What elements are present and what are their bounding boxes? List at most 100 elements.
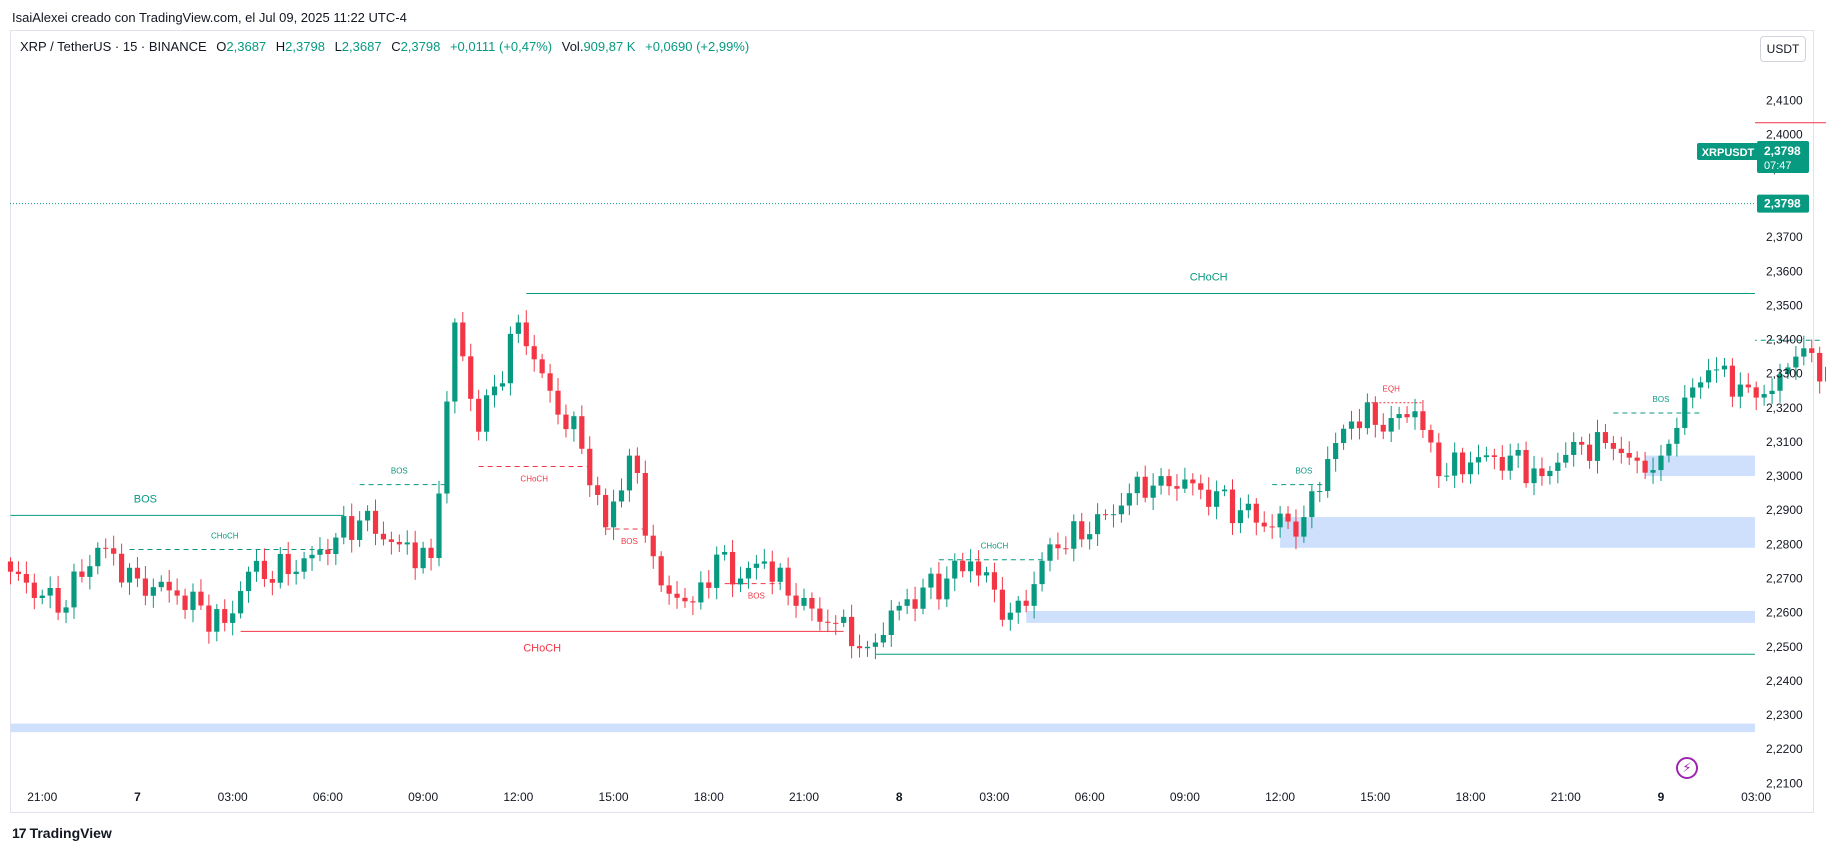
candle-body: [936, 573, 942, 600]
candle-body: [1721, 365, 1728, 370]
candle-body: [880, 635, 886, 643]
candle-body: [968, 561, 974, 572]
candle-body: [111, 548, 117, 554]
candle-body: [1602, 432, 1609, 444]
candle-body: [1698, 382, 1704, 388]
candle-body: [1586, 444, 1593, 461]
candle-body: [31, 582, 37, 598]
price-tick-label: 2,2200: [1766, 742, 1803, 756]
candle-body: [1023, 600, 1029, 606]
structure-label: CHoCH: [981, 542, 1009, 551]
volume-value: 909,87 K: [583, 39, 636, 54]
candle-body: [1507, 455, 1513, 471]
candle-body: [23, 574, 29, 583]
lightning-icon[interactable]: ⚡: [1676, 757, 1698, 779]
symbol-name[interactable]: XRP / TetherUS · 15 · BINANCE: [20, 39, 207, 54]
structure-label: BOS: [1295, 467, 1312, 476]
price-tick-label: 2,3000: [1766, 469, 1803, 483]
candle-body: [650, 535, 656, 557]
structure-label: CHoCH: [523, 642, 561, 654]
candle-body: [491, 386, 498, 396]
candle-body: [1420, 411, 1426, 430]
candle-body: [1626, 453, 1632, 458]
candle-body: [603, 494, 609, 528]
candle-body: [364, 510, 371, 521]
candle-body: [1666, 443, 1672, 456]
candle-body: [539, 359, 545, 374]
time-tick-label: 18:00: [1456, 790, 1486, 804]
candle-body: [1793, 356, 1799, 368]
candle-body: [1229, 489, 1236, 524]
candle-body: [166, 581, 172, 591]
currency-button[interactable]: USDT: [1760, 36, 1806, 62]
candle-body: [642, 473, 648, 536]
candle-body: [134, 567, 141, 579]
candle-body: [333, 537, 339, 555]
candle-body: [666, 585, 672, 594]
candle-body: [801, 597, 807, 606]
structure-label: BOS: [134, 493, 157, 505]
open-label: O: [216, 39, 227, 54]
candle-body: [626, 455, 633, 491]
candle-body: [150, 587, 156, 596]
time-tick-label: 21:00: [1551, 790, 1581, 804]
candle-body: [1745, 384, 1751, 388]
price-tag-countdown: 07:47: [1764, 160, 1792, 172]
candle-body: [753, 563, 759, 568]
candle-body: [523, 322, 529, 347]
candle-body: [1777, 374, 1783, 391]
candle-body: [460, 322, 466, 357]
candle-body: [777, 567, 783, 582]
price-tick-label: 2,3700: [1766, 230, 1803, 244]
candle-body: [1079, 521, 1085, 540]
demand-zone: [1280, 517, 1755, 548]
candle-body: [285, 553, 291, 575]
candle-body: [1301, 517, 1307, 537]
price-tag-value: 2,3798: [1764, 144, 1801, 158]
candle-body: [960, 560, 966, 572]
candle-body: [944, 578, 950, 600]
structure-label: BOS: [391, 467, 408, 476]
candle-body: [1674, 427, 1680, 444]
candle-body: [1333, 443, 1339, 460]
time-tick-label: 06:00: [1075, 790, 1105, 804]
time-tick-label: 21:00: [27, 790, 57, 804]
candle-body: [349, 516, 355, 540]
candle-body: [1809, 348, 1815, 353]
candle-body: [595, 485, 601, 495]
candle-body: [1499, 456, 1505, 471]
candle-body: [238, 591, 244, 614]
candle-body: [1174, 486, 1180, 489]
candle-body: [833, 622, 839, 624]
candle-body: [841, 616, 847, 623]
candle-body: [983, 572, 990, 576]
candle-body: [118, 553, 125, 583]
candle-body: [1356, 421, 1363, 429]
candle-body: [1531, 468, 1537, 484]
candle-body: [1571, 441, 1577, 455]
time-tick-label: 18:00: [694, 790, 724, 804]
symbol-legend: XRP / TetherUS · 15 · BINANCE O2,3687 H2…: [20, 39, 749, 54]
time-tick-label: 12:00: [1265, 790, 1295, 804]
candle-body: [872, 642, 879, 647]
price-tick-label: 2,3600: [1766, 264, 1803, 278]
tradingview-logo[interactable]: 17 TradingView: [12, 825, 112, 841]
candle-body: [1007, 612, 1013, 620]
candle-body: [1317, 490, 1323, 492]
candle-body: [991, 572, 998, 590]
low-label: L: [334, 39, 342, 54]
candle-body: [1388, 418, 1394, 432]
candle-body: [1523, 449, 1529, 484]
candle-body: [1126, 493, 1132, 506]
candle-body: [182, 595, 188, 610]
time-tick-label: 09:00: [408, 790, 438, 804]
candle-body: [579, 416, 585, 449]
candle-body: [547, 373, 553, 391]
candle-body: [420, 547, 426, 569]
candle-body: [658, 556, 664, 586]
candle-body: [515, 322, 521, 334]
candle-body: [1737, 384, 1743, 397]
price-tick-label: 2,2100: [1766, 776, 1803, 790]
candle-body: [1269, 526, 1275, 528]
